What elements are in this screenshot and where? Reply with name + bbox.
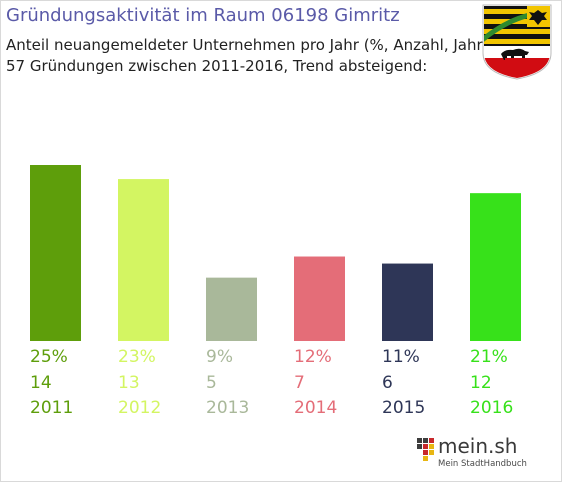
percent-label-2014: 12%: [294, 347, 332, 367]
chart-subtitle: Anteil neuangemeldeter Unternehmen pro J…: [6, 36, 489, 54]
brand-name: mein.sh: [438, 434, 518, 458]
bar-2012: [118, 179, 169, 341]
count-label-2013: 5: [206, 373, 217, 393]
percent-label-2015: 11%: [382, 347, 420, 367]
year-label-2012: 2012: [118, 398, 162, 418]
year-label-2015: 2015: [382, 398, 426, 418]
count-label-2015: 6: [382, 373, 393, 393]
count-label-2016: 12: [470, 373, 492, 393]
coat-of-arms-icon: [482, 4, 552, 80]
chart-title: Gründungsaktivität im Raum 06198 Gimritz: [6, 5, 400, 26]
brand-dots-icon: [417, 438, 434, 461]
brand-tagline: Mein StadtHandbuch: [438, 459, 527, 469]
percent-label-2011: 25%: [30, 347, 68, 367]
count-label-2011: 14: [30, 373, 52, 393]
percent-label-2016: 21%: [470, 347, 508, 367]
brand-logo: mein.sh Mein StadtHandbuch: [414, 434, 530, 476]
bar-2015: [382, 263, 433, 341]
year-label-2016: 2016: [470, 398, 514, 418]
count-label-2014: 7: [294, 373, 305, 393]
year-label-2011: 2011: [30, 398, 74, 418]
percent-label-2013: 9%: [206, 347, 233, 367]
count-label-2012: 13: [118, 373, 140, 393]
bar-2013: [206, 277, 257, 341]
percent-label-2012: 23%: [118, 347, 156, 367]
year-label-2014: 2014: [294, 398, 338, 418]
bar-2011: [30, 165, 81, 341]
bar-2014: [294, 256, 345, 341]
year-label-2013: 2013: [206, 398, 250, 418]
chart-summary: 57 Gründungen zwischen 2011-2016, Trend …: [6, 57, 428, 75]
bar-2016: [470, 193, 521, 341]
